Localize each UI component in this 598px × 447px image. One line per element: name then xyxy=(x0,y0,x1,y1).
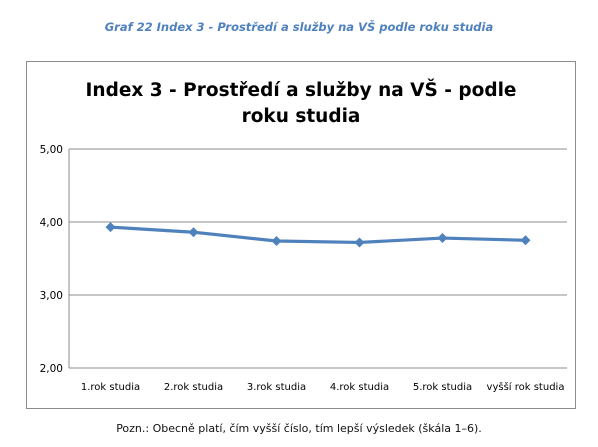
line-chart-plot: 2,00 3,00 4,00 5,00 1.rok studia 2.rok studia… xyxy=(40,144,567,393)
data-point-marker xyxy=(437,233,448,244)
y-tick-label: 2,00 xyxy=(40,363,63,375)
figure-caption: Graf 22 Index 3 - Prostředí a služby na … xyxy=(104,20,494,34)
x-tick-label: vyšší rok studia xyxy=(487,381,565,393)
x-tick-label: 5.rok studia xyxy=(413,382,472,393)
series-line xyxy=(108,225,528,245)
chart-title-line-1: Index 3 - Prostředí a služby na VŠ - pod… xyxy=(85,80,517,101)
data-point-marker xyxy=(105,222,116,233)
chart-title: Index 3 - Prostředí a služby na VŠ - pod… xyxy=(27,78,575,130)
chart-area: Index 3 - Prostředí a služby na VŠ - pod… xyxy=(26,61,576,409)
y-tick-label: 5,00 xyxy=(40,144,63,156)
x-tick-label: 1.rok studia xyxy=(81,382,140,393)
x-tick-label: 4.rok studia xyxy=(330,382,389,393)
footnote: Pozn.: Obecně platí, čím vyšší číslo, tí… xyxy=(116,422,482,435)
x-tick-label: 2.rok studia xyxy=(164,382,223,393)
y-tick-label: 3,00 xyxy=(40,290,63,302)
chart-title-line-2: roku studia xyxy=(241,106,361,127)
x-tick-label: 3.rok studia xyxy=(247,382,306,393)
data-point-marker xyxy=(271,235,282,246)
y-tick-label: 4,00 xyxy=(40,217,63,229)
data-point-marker xyxy=(188,227,199,238)
data-point-marker xyxy=(354,237,365,248)
data-point-marker xyxy=(520,235,531,246)
